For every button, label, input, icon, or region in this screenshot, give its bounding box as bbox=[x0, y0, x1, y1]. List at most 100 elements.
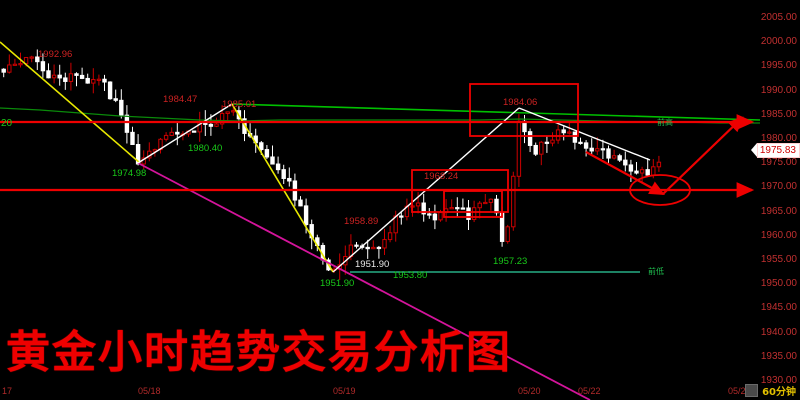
time-axis-label: 05/22 bbox=[578, 386, 601, 396]
price-axis-label: 1935.00 bbox=[760, 350, 797, 362]
annotation-prev-low: 前低 bbox=[648, 267, 664, 276]
candle-body bbox=[35, 56, 40, 63]
candle-body bbox=[455, 207, 460, 210]
candle-body bbox=[214, 123, 219, 127]
candle-body bbox=[354, 244, 359, 247]
candle-body bbox=[264, 149, 270, 158]
candle-body bbox=[163, 134, 169, 140]
candle-body bbox=[427, 213, 432, 216]
candle-body bbox=[432, 213, 438, 221]
projection-zone-ellipse bbox=[629, 174, 691, 206]
candle-body bbox=[645, 169, 650, 176]
candle-body bbox=[505, 226, 510, 242]
candle-body bbox=[544, 141, 550, 144]
candle-body bbox=[382, 239, 387, 249]
candle-body bbox=[376, 246, 382, 250]
price-axis-label: 2000.00 bbox=[760, 36, 797, 48]
candle-body bbox=[225, 111, 230, 114]
candle-body bbox=[600, 148, 606, 151]
price-tag-arrow-icon bbox=[750, 143, 757, 157]
projection-down-arrow bbox=[585, 151, 665, 196]
candle-body bbox=[623, 159, 628, 166]
candle-body bbox=[471, 207, 477, 220]
candle-body bbox=[511, 175, 516, 228]
candle-body bbox=[483, 201, 488, 205]
candle-body bbox=[595, 148, 600, 152]
candle-body bbox=[18, 63, 23, 66]
candle-body bbox=[477, 202, 482, 209]
price-axis-label: 1960.00 bbox=[760, 229, 797, 241]
ma-green-line bbox=[0, 107, 760, 124]
time-axis-label: 05/19 bbox=[333, 386, 356, 396]
annotation-1980-40: 1980.40 bbox=[188, 143, 223, 154]
candle-body bbox=[567, 131, 572, 134]
candle-body bbox=[578, 141, 583, 144]
annotation-1984-06: 1984.06 bbox=[503, 97, 538, 108]
candle-body bbox=[287, 177, 292, 182]
candle-body bbox=[169, 131, 174, 136]
time-axis-label: 05/18 bbox=[138, 386, 161, 396]
candle-body bbox=[46, 70, 51, 79]
candle-body bbox=[68, 73, 74, 82]
price-axis-label: 2005.00 bbox=[760, 12, 797, 23]
candle-body bbox=[421, 202, 426, 215]
box-inner-range bbox=[443, 190, 503, 218]
candle-body bbox=[259, 142, 264, 151]
price-axis-label: 1950.00 bbox=[760, 278, 797, 290]
timeframe-square-icon bbox=[745, 384, 759, 397]
price-axis-label: 1945.00 bbox=[760, 302, 797, 314]
candle-body bbox=[7, 64, 12, 73]
candle-body bbox=[539, 141, 544, 155]
candle-body bbox=[57, 74, 62, 79]
prev-high-line bbox=[231, 103, 761, 121]
price-axis-label: 1970.00 bbox=[760, 181, 797, 193]
candle-body bbox=[533, 144, 538, 155]
annotation-1951-90-white: 1951.90 bbox=[355, 259, 390, 270]
candle-body bbox=[63, 77, 68, 82]
candle-body bbox=[91, 79, 96, 84]
yellow-trendline-1 bbox=[0, 41, 141, 164]
annotation-1992-96: 1992.96 bbox=[38, 49, 73, 60]
price-axis-label: 1980.00 bbox=[760, 133, 797, 144]
candle-body bbox=[130, 131, 135, 146]
timeframe-indicator[interactable]: 60分钟 bbox=[745, 383, 796, 398]
time-axis-label: 05/20 bbox=[518, 386, 541, 396]
annotation-1957-23: 1957.23 bbox=[493, 256, 528, 267]
current-price-value: 1975.83 bbox=[756, 142, 800, 158]
price-axis-label: 1995.00 bbox=[760, 60, 797, 72]
candle-body bbox=[102, 78, 107, 83]
candle-body bbox=[516, 120, 522, 177]
candle-body bbox=[270, 156, 275, 165]
candle-body bbox=[29, 56, 34, 59]
candle-body bbox=[51, 74, 57, 79]
candle-body bbox=[415, 202, 421, 207]
candle-body bbox=[371, 246, 376, 250]
time-axis-label: 17 bbox=[2, 386, 13, 396]
box-mid-range bbox=[411, 169, 509, 213]
candle-body bbox=[208, 123, 214, 127]
yellow-trendline-2 bbox=[231, 103, 334, 273]
candle-body bbox=[572, 131, 578, 143]
annotation-prev-high: 前高 bbox=[657, 118, 673, 127]
annotation-1951-90-green: 1951.90 bbox=[320, 278, 355, 289]
candle-body bbox=[583, 142, 589, 149]
candle-body bbox=[119, 99, 124, 116]
candle-body bbox=[231, 110, 236, 113]
candle-body bbox=[74, 73, 79, 76]
candle-body bbox=[124, 114, 130, 133]
candle-body bbox=[466, 207, 471, 220]
candle-body bbox=[152, 149, 158, 152]
annotation-1974-98: 1974.98 bbox=[112, 168, 147, 179]
white-trendline-down-3 bbox=[518, 107, 651, 161]
price-axis-label: 1955.00 bbox=[760, 254, 797, 265]
annotation-1984-47: 1984.47 bbox=[163, 94, 198, 105]
candle-body bbox=[219, 112, 225, 125]
candle-body bbox=[365, 246, 370, 250]
price-axis-label: 1930.00 bbox=[760, 375, 797, 386]
box-top-consolidation bbox=[469, 83, 579, 137]
time-axis-label: 05/23 bbox=[728, 386, 751, 396]
current-price-tag[interactable]: 1975.83 bbox=[750, 142, 800, 158]
price-axis-label: 1990.00 bbox=[760, 84, 797, 96]
